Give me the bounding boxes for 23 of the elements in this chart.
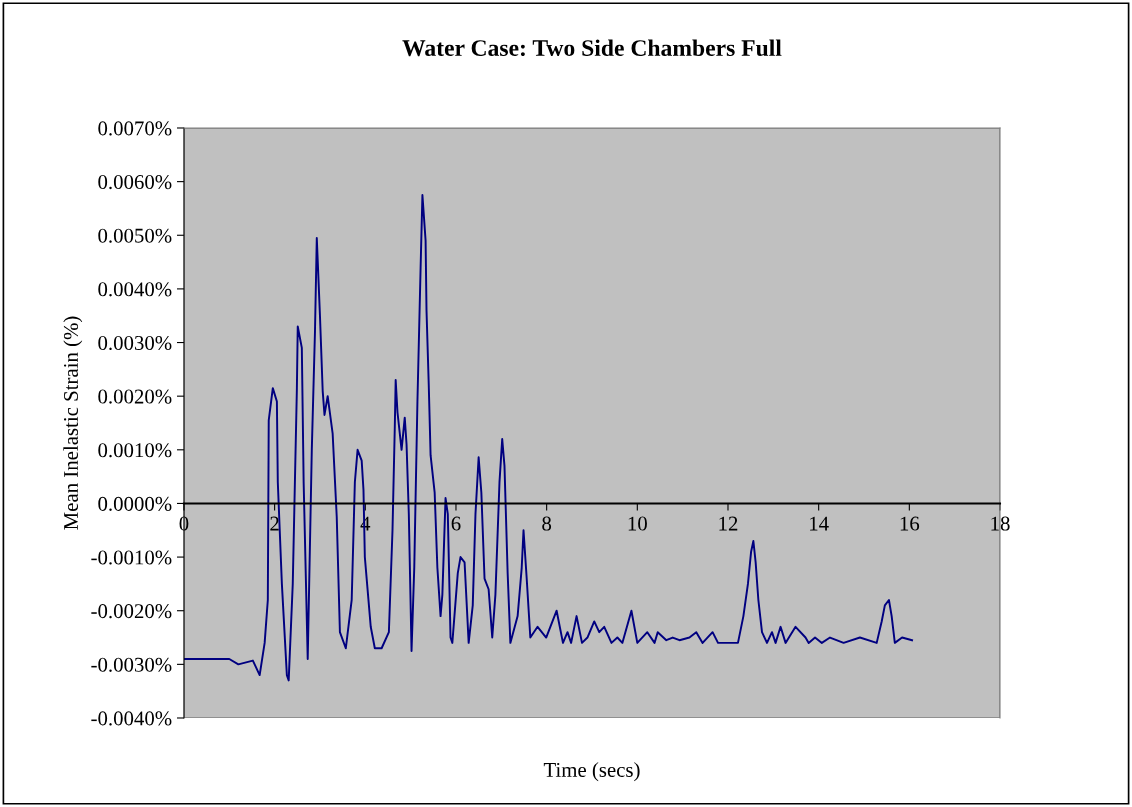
x-tick-label: 2 [270,516,279,531]
x-axis-title: Time (secs) [543,762,640,782]
y-tick-label: 0.0010% [98,443,172,458]
x-tick-label: 12 [719,516,738,531]
y-tick-label: 0.0050% [98,228,172,243]
y-tick-label: 0.0060% [98,175,172,190]
y-tick-label: 0.0030% [98,335,172,351]
y-tick-label: -0.0020% [91,604,172,619]
x-tick-label: 8 [542,516,552,531]
y-axis-title: Mean Inelastic Strain (%) [63,316,83,530]
y-tick-label: 0.0040% [98,282,172,297]
y-tick-label: 0.0020% [98,389,172,404]
x-tick-label: 16 [900,516,920,531]
y-tick-label: -0.0030% [91,657,172,672]
x-tick-label: 10 [628,516,647,531]
x-tick-label: 14 [810,516,829,531]
x-tick-label: 18 [991,516,1010,531]
y-tick-label: -0.0010% [91,550,172,565]
y-tick-label: -0.0040% [91,711,172,726]
y-tick-label: 0.0070% [98,121,172,136]
chart-title: Water Case: Two Side Chambers Full [402,39,782,57]
x-tick-label: 6 [451,516,461,531]
y-tick-label: 0.0000% [98,496,172,511]
